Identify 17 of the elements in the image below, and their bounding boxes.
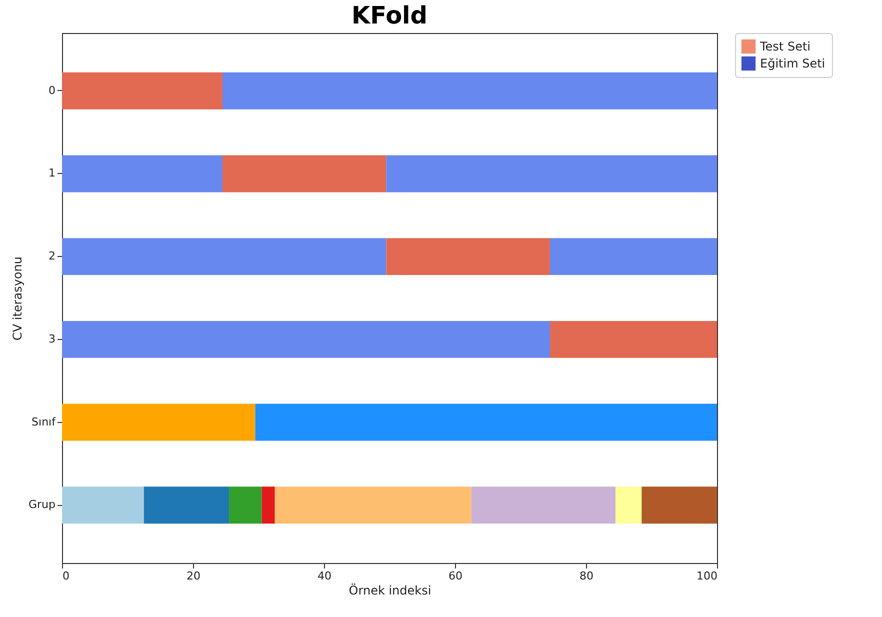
x-tick-label: 0	[62, 570, 70, 582]
y-axis-title: CV iterasyonu	[10, 256, 24, 341]
y-tick-label: Grup	[28, 498, 56, 512]
y-tick-label: 3	[48, 332, 56, 346]
y-tick-label: 2	[48, 250, 56, 263]
x-tick-label: 60	[448, 570, 462, 582]
y-tick-label: 0	[48, 84, 56, 97]
x-tick-label: 40	[318, 570, 332, 582]
legend-label: Eğitim Seti	[760, 56, 826, 70]
y-tick-label: Sınıf	[32, 415, 57, 428]
chart-title: KFold	[352, 2, 428, 30]
x-tick-label: 20	[186, 570, 200, 582]
x-tick-label: 80	[580, 570, 594, 582]
legend-label: Test Seti	[759, 40, 810, 54]
y-tick-label: 1	[48, 166, 56, 180]
x-axis-title: Örnek indeksi	[348, 584, 432, 598]
x-tick-label: 100	[696, 570, 718, 582]
